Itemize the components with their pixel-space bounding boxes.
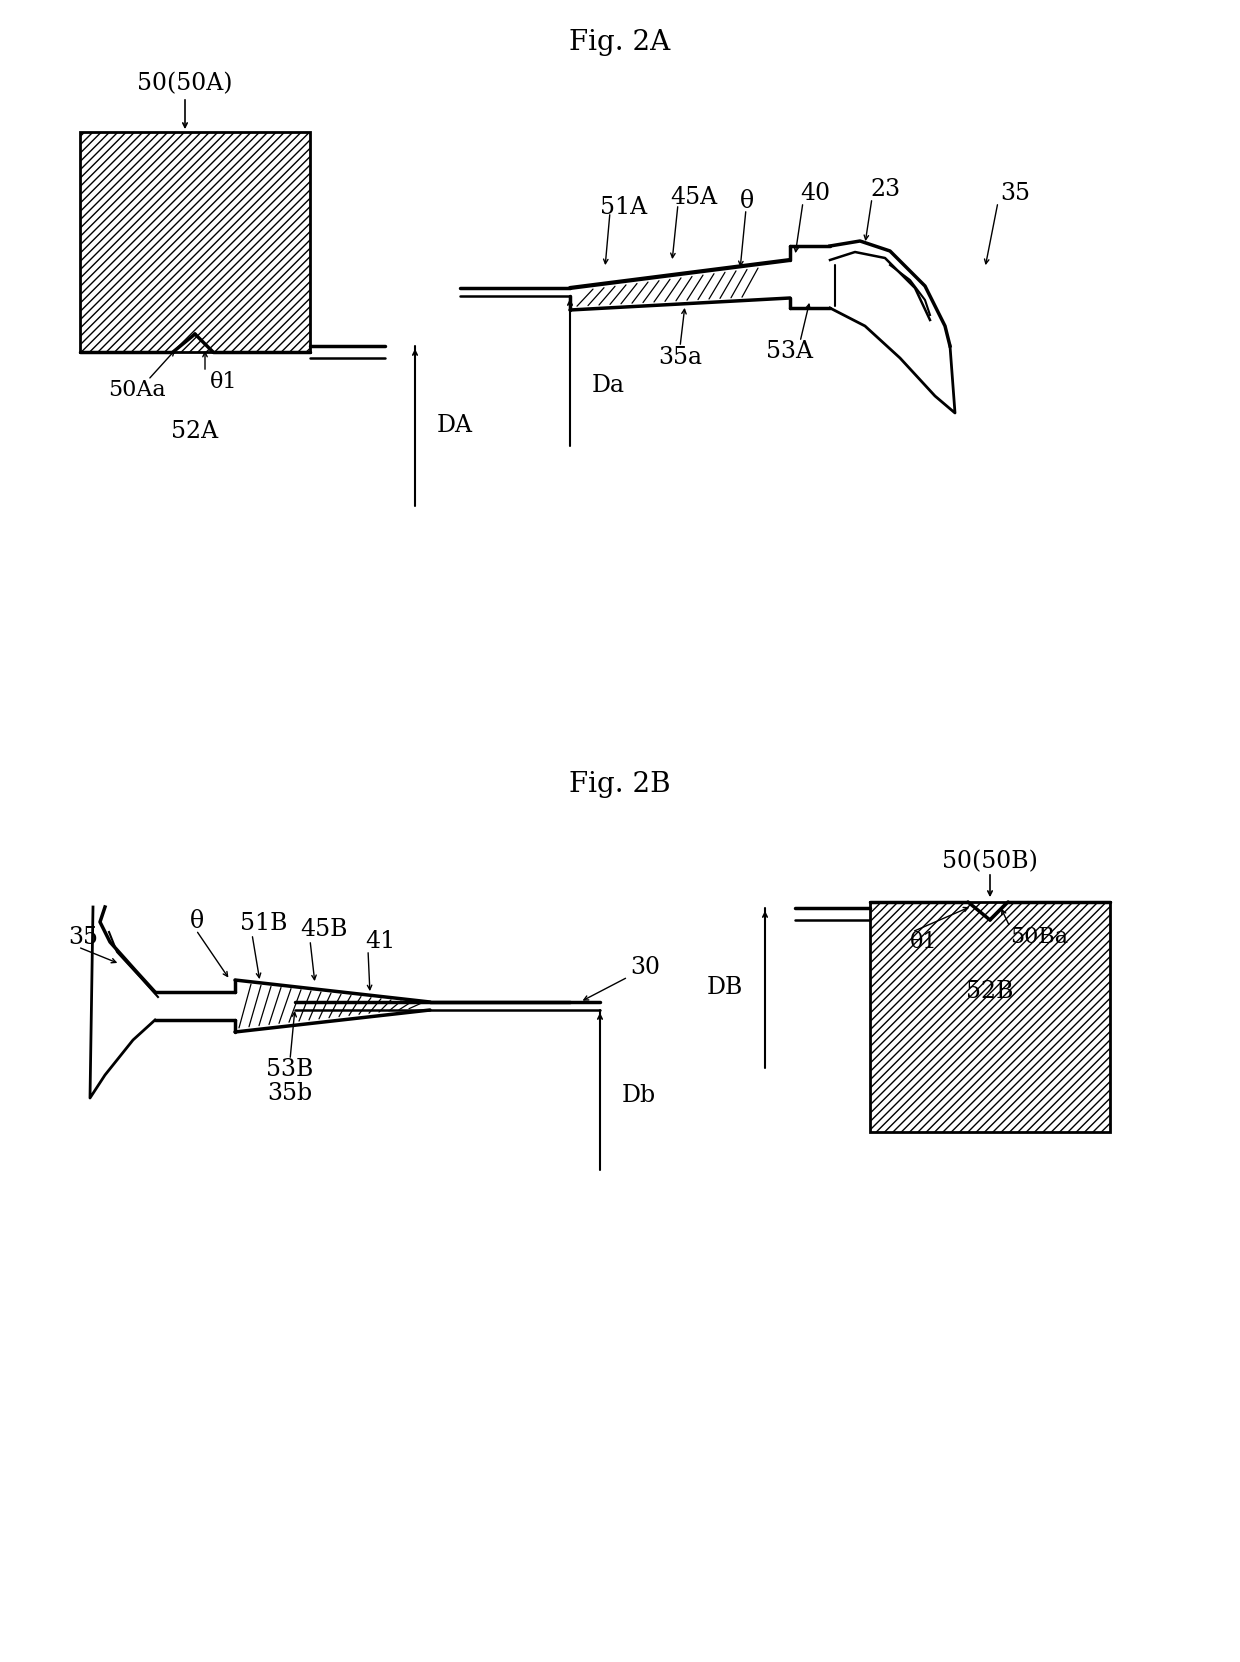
Text: 45B: 45B — [300, 919, 347, 941]
Text: 52A: 52A — [171, 420, 218, 444]
Text: 50(50A): 50(50A) — [138, 73, 233, 95]
Text: 52B: 52B — [966, 981, 1014, 1004]
Text: 40: 40 — [800, 183, 830, 206]
Text: θ: θ — [190, 911, 205, 934]
Text: Da: Da — [591, 374, 625, 397]
Text: 35: 35 — [68, 926, 98, 949]
Text: Db: Db — [622, 1084, 656, 1107]
Text: 51A: 51A — [600, 196, 647, 218]
Text: Fig. 2B: Fig. 2B — [569, 771, 671, 798]
Text: θ1: θ1 — [210, 371, 238, 392]
Text: θ1: θ1 — [910, 931, 937, 952]
Text: 50Ba: 50Ba — [1011, 926, 1068, 947]
Text: 45A: 45A — [670, 186, 717, 208]
Text: 35a: 35a — [658, 346, 702, 369]
Text: 35b: 35b — [268, 1082, 312, 1105]
Text: 53B: 53B — [267, 1059, 314, 1082]
Text: DB: DB — [707, 977, 743, 999]
Bar — [81, 131, 310, 352]
Text: 41: 41 — [365, 931, 396, 954]
Text: 35: 35 — [999, 183, 1030, 206]
Text: Fig. 2A: Fig. 2A — [569, 28, 671, 55]
Text: 50(50B): 50(50B) — [942, 851, 1038, 874]
Text: θ: θ — [740, 191, 754, 213]
Text: 50Aa: 50Aa — [108, 379, 166, 401]
Text: 23: 23 — [870, 178, 900, 201]
Text: 53A: 53A — [766, 341, 813, 364]
Text: DA: DA — [436, 414, 472, 437]
Bar — [870, 902, 1110, 1132]
Text: 30: 30 — [630, 956, 660, 979]
Text: 51B: 51B — [241, 912, 288, 936]
